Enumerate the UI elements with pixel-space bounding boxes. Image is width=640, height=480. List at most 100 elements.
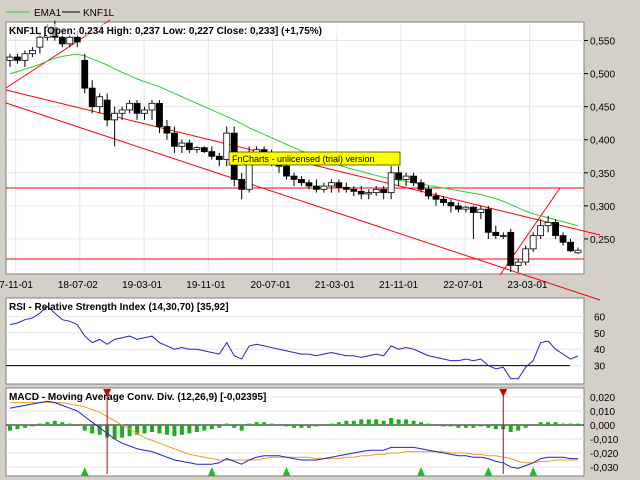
price-y-tick-label: 0,300 — [590, 202, 615, 213]
candle-body — [507, 231, 515, 266]
macd-histogram-bar — [277, 425, 282, 426]
macd-y-tick-label: 0,010 — [590, 407, 615, 418]
candle-body — [81, 59, 89, 89]
candle-body — [380, 188, 388, 194]
rsi-y-tick-label: 40 — [594, 345, 606, 356]
price-y-tick-label: 0,250 — [590, 235, 615, 246]
candle-body — [21, 53, 29, 61]
macd-histogram-bar — [120, 425, 125, 438]
macd-histogram-bar — [60, 422, 65, 425]
macd-sell-signal-marker — [103, 389, 112, 397]
macd-buy-signal-marker — [80, 467, 89, 476]
macd-histogram-bar — [239, 425, 244, 431]
macd-histogram-bar — [232, 425, 237, 428]
macd-histogram-bar — [329, 423, 334, 425]
macd-histogram-bar — [172, 425, 177, 437]
candle-body — [36, 36, 44, 48]
candle-body — [96, 96, 104, 108]
candle-body — [58, 36, 66, 45]
macd-histogram-bar — [127, 425, 132, 437]
candle-body — [6, 56, 14, 61]
macd-panel-title: MACD - Moving Average Conv. Div. (12,26,… — [9, 392, 266, 403]
macd-histogram-bar — [112, 425, 117, 439]
macd-histogram-bar — [508, 425, 513, 432]
macd-histogram-bar — [284, 425, 289, 427]
macd-histogram-bar — [366, 419, 371, 425]
macd-histogram-bar — [493, 425, 498, 430]
price-x-tick-label: 21-03-01 — [315, 280, 355, 291]
rsi-series-line — [9, 305, 579, 380]
candle-body — [522, 248, 530, 263]
trendline-channel-bottom — [5, 102, 601, 301]
macd-histogram-bar — [194, 425, 199, 432]
watermark-text: FnCharts - unlicensed (trial) version — [232, 154, 375, 164]
macd-histogram-bar — [411, 420, 416, 425]
macd-histogram-bar — [351, 420, 356, 425]
candle-body — [357, 190, 365, 195]
macd-histogram-bar — [448, 425, 453, 427]
macd-histogram-bar — [314, 425, 319, 427]
candle-body — [469, 206, 477, 213]
macd-histogram-bar — [75, 425, 80, 426]
candle-body — [148, 102, 156, 111]
candle-body — [238, 179, 246, 190]
macd-main-line — [9, 400, 578, 469]
macd-histogram-bar — [164, 425, 169, 435]
candle-body — [335, 182, 343, 188]
candle-body — [193, 147, 201, 151]
candle-body — [133, 102, 141, 114]
macd-histogram-bar — [67, 423, 72, 425]
candle-body — [529, 235, 537, 250]
candle-body — [514, 261, 522, 266]
candle-body — [305, 182, 313, 187]
macd-histogram-bar — [82, 425, 87, 431]
macd-histogram-bar — [471, 425, 476, 428]
candle-body — [185, 142, 193, 151]
candle-body — [552, 221, 559, 237]
candle-body — [425, 188, 432, 197]
price-y-tick-label: 0,550 — [590, 37, 615, 48]
candle-body — [156, 102, 163, 127]
price-x-tick-label: 17-11-01 — [0, 280, 33, 291]
candle-body — [178, 142, 186, 147]
macd-histogram-bar — [486, 425, 491, 428]
candle-body — [440, 198, 447, 203]
ema1-series-line — [9, 53, 579, 227]
macd-histogram-bar — [37, 423, 42, 425]
price-title-backdrop — [8, 24, 400, 36]
macd-buy-signal-marker — [529, 467, 538, 476]
candle-body — [223, 132, 231, 160]
watermark-box — [228, 151, 401, 166]
candle-body — [73, 36, 81, 43]
candle-body — [103, 99, 111, 121]
macd-histogram-bar — [389, 418, 394, 425]
macd-histogram-bar — [306, 425, 311, 428]
macd-histogram-bar — [157, 425, 162, 434]
macd-histogram-bar — [359, 419, 364, 425]
macd-histogram-bar — [8, 425, 12, 431]
price-y-tick-label: 0,350 — [590, 169, 615, 180]
candle-body — [410, 175, 417, 184]
macd-histogram-bar — [292, 425, 296, 428]
rsi-y-tick-label: 50 — [594, 329, 606, 340]
candle-body — [200, 147, 208, 153]
macd-histogram-bar — [404, 419, 409, 425]
macd-histogram-bar — [45, 422, 50, 425]
candle-body — [387, 172, 395, 194]
macd-histogram-bar — [262, 422, 267, 425]
macd-histogram-bar — [553, 422, 558, 425]
candle-body — [365, 192, 373, 195]
macd-histogram-bar — [187, 425, 192, 434]
macd-signal-markers — [80, 389, 538, 476]
candle-body — [320, 185, 328, 190]
macd-histogram-bar — [396, 419, 401, 425]
candle-body — [350, 188, 358, 192]
macd-y-axis: 0,020 0,010 0,000 -0,010 -0,020 -0,030 — [590, 393, 619, 474]
macd-sell-signal-marker — [499, 389, 508, 397]
price-y-axis: 0,550 0,500 0,450 0,400 0,350 0,300 0,250 — [584, 37, 615, 246]
price-y-tick-label: 0,400 — [590, 136, 615, 147]
rsi-y-tick-label: 60 — [594, 312, 606, 323]
macd-histogram-bar — [546, 422, 551, 425]
macd-buy-signal-marker — [207, 467, 216, 476]
macd-histogram-bar — [456, 425, 461, 428]
